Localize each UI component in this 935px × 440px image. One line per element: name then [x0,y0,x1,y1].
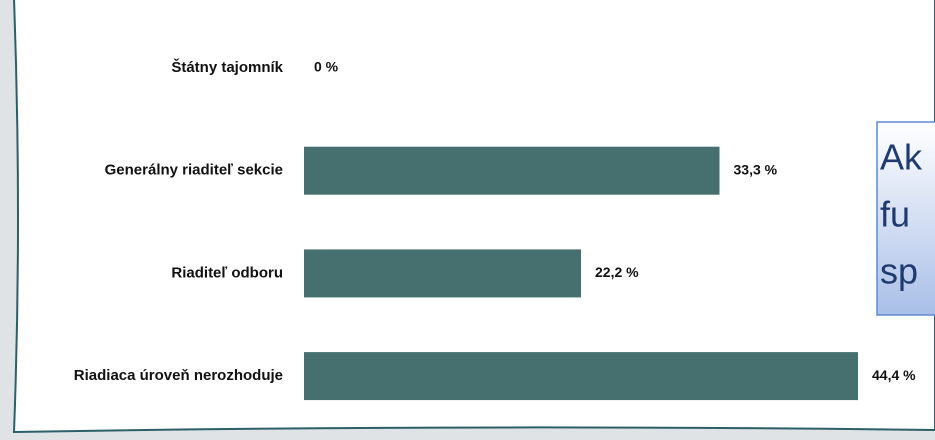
bar [304,146,720,195]
annotation-text: Ak [880,137,923,178]
value-label: 0 % [314,59,339,75]
category-label: Generálny riaditeľ sekcie [105,162,283,179]
annotation-text: sp [880,251,918,292]
category-label: Štátny tajomník [171,58,283,76]
value-label: 44,4 % [872,367,916,383]
annotation-text: fu [880,194,910,235]
category-label: Riadiaca úroveň nerozhoduje [74,367,283,384]
category-label: Riaditeľ odboru [171,264,283,281]
value-label: 22,2 % [595,264,639,280]
bar [304,352,858,401]
panel [12,0,935,434]
bar [304,249,581,298]
value-label: 33,3 % [734,161,778,177]
text-box [876,121,935,316]
